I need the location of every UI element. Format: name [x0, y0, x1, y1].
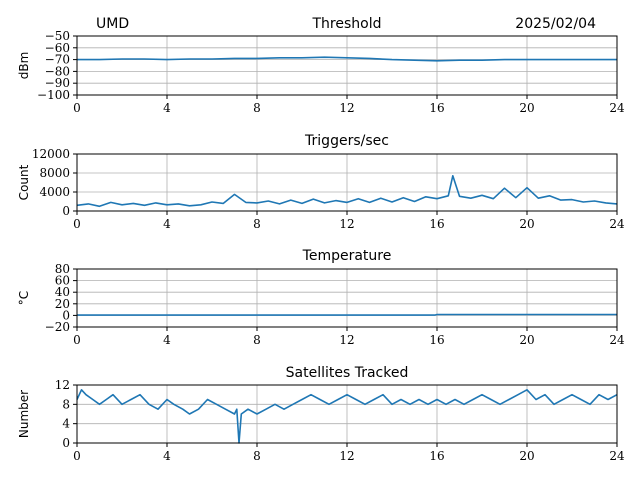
triggers-series-line [76, 175, 618, 208]
temperature-ytick-label-1: 0 [62, 308, 70, 322]
date-label: 2025/02/04 [515, 16, 596, 32]
satellites-series-line [76, 388, 618, 444]
satellites-xtick-label-6: 24 [609, 449, 625, 463]
triggers-panel: 0 4 8 12 16 20 24 0 4000 8000 12000 Triggers/sec Cou… [17, 133, 625, 231]
temperature-ytick-label-5: 80 [55, 262, 70, 276]
threshold-ytick-label-5: −50 [45, 29, 70, 43]
temperature-ytick-label-0: −20 [45, 320, 70, 334]
chart-panels: 0 4 8 12 16 20 24 −100−90−80−70−60−50 Threshold d… [17, 16, 625, 463]
satellites-xtick-label-5: 20 [519, 449, 534, 463]
threshold-xtick-label-0: 0 [73, 101, 81, 115]
satellites-title: Satellites Tracked [286, 365, 409, 381]
satellites-ytick-label-1: 4 [62, 417, 70, 431]
temperature-ylabel: °C [17, 291, 31, 305]
triggers-xtick-label-1: 4 [163, 217, 171, 231]
threshold-xtick-label-2: 8 [253, 101, 261, 115]
threshold-xtick-label-6: 24 [609, 101, 625, 115]
triggers-ytick-label-2: 8000 [39, 166, 70, 180]
triggers-ytick-label-0: 0 [62, 204, 70, 218]
satellites-xtick-label-0: 0 [73, 449, 81, 463]
temperature-xtick-label-1: 4 [163, 333, 171, 347]
temperature-xtick-label-5: 20 [519, 333, 534, 347]
satellites-ytick-label-2: 8 [62, 397, 70, 411]
triggers-ylabel: Count [17, 164, 31, 200]
threshold-ytick-label-3: −70 [45, 53, 70, 67]
satellites-ytick-label-3: 12 [55, 378, 70, 392]
temperature-title: Temperature [302, 248, 392, 264]
triggers-ytick-label-3: 12000 [32, 147, 70, 161]
threshold-xtick-label-3: 12 [339, 101, 354, 115]
temperature-xtick-label-3: 12 [339, 333, 354, 347]
satellites-xtick-label-3: 12 [339, 449, 354, 463]
temperature-xtick-label-2: 8 [253, 333, 261, 347]
temperature-xtick-label-6: 24 [609, 333, 625, 347]
temperature-series-line [77, 313, 617, 316]
triggers-xtick-label-2: 8 [253, 217, 261, 231]
triggers-xtick-label-5: 20 [519, 217, 534, 231]
triggers-xtick-label-0: 0 [73, 217, 81, 231]
threshold-ytick-label-2: −80 [45, 64, 70, 78]
temperature-xtick-label-4: 16 [429, 333, 444, 347]
threshold-title: Threshold [312, 16, 382, 32]
temperature-ytick-label-3: 40 [55, 285, 70, 299]
temperature-ytick-label-2: 20 [55, 297, 70, 311]
site-label: UMD [96, 16, 129, 32]
temperature-xtick-label-0: 0 [73, 333, 81, 347]
threshold-xtick-label-5: 20 [519, 101, 534, 115]
satellites-xtick-label-2: 8 [253, 449, 261, 463]
satellites-ylabel: Number [17, 390, 31, 438]
satellites-ytick-label-0: 0 [62, 436, 70, 450]
threshold-panel: 0 4 8 12 16 20 24 −100−90−80−70−60−50 Threshold d… [17, 16, 625, 115]
threshold-xtick-label-4: 16 [429, 101, 444, 115]
triggers-title: Triggers/sec [304, 133, 389, 149]
threshold-ytick-label-4: −60 [45, 41, 70, 55]
triggers-xtick-label-6: 24 [609, 217, 625, 231]
threshold-ylabel: dBm [17, 52, 31, 80]
threshold-series-line [77, 56, 617, 62]
threshold-xtick-label-1: 4 [163, 101, 171, 115]
temperature-ytick-label-4: 60 [55, 274, 70, 288]
threshold-ytick-label-1: −90 [45, 76, 70, 90]
triggers-xtick-label-4: 16 [429, 217, 444, 231]
triggers-ytick-label-1: 4000 [39, 185, 70, 199]
triggers-xtick-label-3: 12 [339, 217, 354, 231]
satellites-panel: 0 4 8 12 16 20 24 0 4 8 12 Satellites Tracked Number [17, 365, 625, 463]
satellites-xtick-label-4: 16 [429, 449, 444, 463]
satellites-xtick-label-1: 4 [163, 449, 171, 463]
threshold-ytick-label-0: −100 [37, 88, 70, 102]
